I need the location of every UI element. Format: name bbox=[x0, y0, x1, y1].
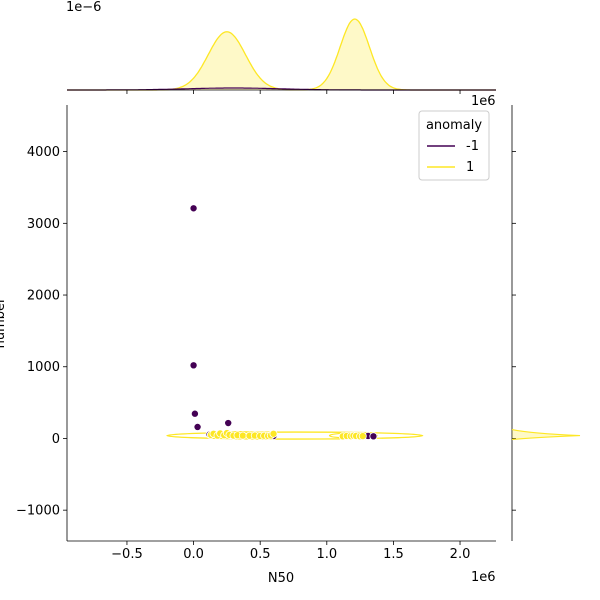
kde-contour-outer bbox=[166, 431, 424, 440]
y-offset-label: 1e6 bbox=[471, 94, 496, 109]
marginal-x-kde bbox=[67, 18, 496, 94]
y-axis-label: number bbox=[0, 297, 8, 348]
y-tick-label: 4000 bbox=[27, 145, 60, 160]
scatter-point bbox=[190, 409, 199, 418]
scatter-point bbox=[369, 432, 378, 441]
scatter-point bbox=[189, 361, 198, 370]
scatter-point bbox=[238, 431, 247, 440]
legend-label-1: 1 bbox=[466, 160, 474, 175]
x-tick-label: 1.0 bbox=[316, 547, 337, 562]
legend-title: anomaly bbox=[426, 118, 482, 133]
y-tick-label: −1000 bbox=[16, 504, 60, 519]
marginal-y-curve bbox=[511, 428, 581, 441]
scatter-point bbox=[189, 204, 198, 213]
marginal-x-offset-label: 1e−6 bbox=[66, 0, 101, 15]
x-tick-label: 0.5 bbox=[250, 547, 271, 562]
y-tick-label: 1000 bbox=[27, 360, 60, 375]
scatter-points bbox=[189, 204, 378, 441]
scatter-point bbox=[358, 432, 367, 441]
marginal-y-kde bbox=[511, 105, 581, 541]
scatter-point bbox=[269, 429, 278, 438]
x-offset-label: 1e6 bbox=[471, 570, 496, 585]
x-tick-label: 2.0 bbox=[450, 547, 471, 562]
y-tick-label: 2000 bbox=[27, 289, 60, 304]
scatter-point bbox=[193, 422, 202, 431]
y-tick-label: 3000 bbox=[27, 217, 60, 232]
y-tick-label: 0 bbox=[52, 432, 60, 447]
x-tick-label: 0.0 bbox=[183, 547, 204, 562]
marginal-y-fill bbox=[512, 429, 580, 440]
legend-label-neg1: -1 bbox=[466, 139, 479, 154]
x-tick-label: 1.5 bbox=[383, 547, 404, 562]
main-axes: −0.5 0.0 0.5 1.0 1.5 2.0 −1000 0 1000 2000 3000 400… bbox=[16, 105, 496, 562]
x-tick-label: −0.5 bbox=[111, 547, 143, 562]
x-axis-label: N50 bbox=[268, 571, 294, 586]
legend: anomaly -1 1 bbox=[418, 110, 490, 181]
scatter-point bbox=[224, 419, 233, 428]
